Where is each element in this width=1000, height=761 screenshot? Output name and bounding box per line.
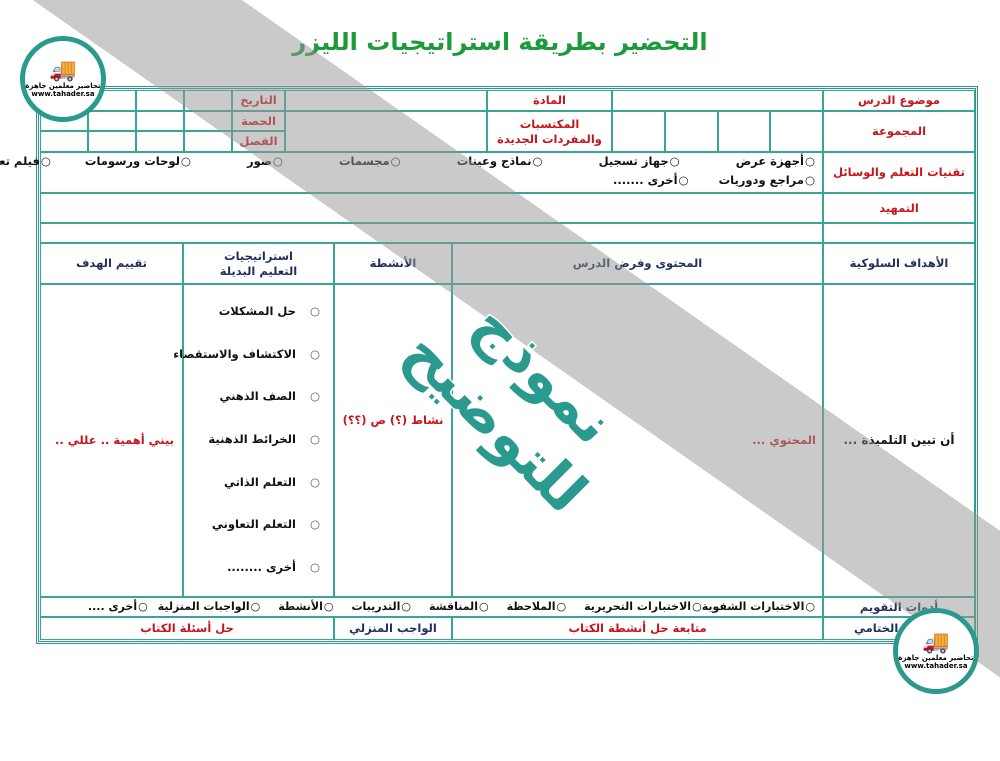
strategy-mind-maps[interactable]: الخرائط الذهنية [208,432,320,446]
option-other[interactable]: أخرى .... [88,600,148,613]
activity-cell[interactable]: نشاط (؟) ص (؟؟) [334,284,452,597]
strategies-cell [183,284,334,597]
truck-icon: 🚚 [49,58,77,83]
assessment-options: الاختبارات الشفوية الاختبارات التحريرية … [88,600,815,613]
lesson-topic-label: موضوع الدرس [823,90,975,111]
logo-url: www.tahader.sa [904,662,968,670]
subject-label: المادة [487,90,612,111]
option-boards[interactable]: لوحات ورسومات [85,154,191,168]
option-film[interactable]: فيلم تعليمي [0,154,51,168]
logo-bottom: 🚚 تحاضير معلمين جاهزة www.tahader.sa [893,608,979,694]
lesson-plan-frame [36,86,978,644]
blank-cell [823,223,975,243]
class-cell[interactable] [40,131,88,152]
option-discussion[interactable]: المناقشة [429,600,489,613]
option-recorder[interactable]: جهاز تسجيل [599,154,680,168]
option-activities[interactable]: الأنشطة [278,600,333,613]
class-cell[interactable] [184,131,232,152]
option-projector[interactable]: أجهزة عرض [736,154,815,168]
tech-options-line2: مراجع ودوريات أخرى ....... [613,173,815,187]
date-grid [40,90,232,152]
assessment-cell [40,597,823,617]
strategy-cooperative[interactable]: التعلم التعاوني [212,517,320,531]
evaluation-header: تقييم الهدف [40,243,183,284]
strategy-self-learning[interactable]: التعلم الذاتي [224,475,320,489]
strategy-other[interactable]: أخرى ........ [227,560,320,574]
homework-cell: الواجب المنزلي [334,617,452,640]
new-vocab-label: المكتسبات والمفردات الجديدة [487,111,612,152]
option-written-tests[interactable]: الاختبارات التحريرية [584,600,702,613]
truck-icon: 🚚 [922,630,950,655]
period-cell[interactable] [88,111,136,131]
book-activities-cell: متابعة حل أنشطة الكتاب [452,617,823,640]
tech-label: تقنيات التعلم والوسائل [823,152,975,193]
page-title: التحضير بطريقة استراتيجيات الليزر [292,28,708,56]
logo-top: 🚚 تحاضير معلمين جاهزة www.tahader.sa [20,36,106,122]
option-homework[interactable]: الواجبات المنزلية [158,600,261,613]
strategy-discovery[interactable]: الاكتشاف والاستقصاء [173,347,320,361]
strategy-problem-solving[interactable]: حل المشكلات [219,304,320,318]
option-oral-tests[interactable]: الاختبارات الشفوية [702,600,815,613]
logo-text: تحاضير معلمين جاهزة [898,654,974,662]
book-questions-cell: حل أسئلة الكتاب [40,617,334,640]
logo-text: تحاضير معلمين جاهزة [25,82,101,90]
objectives-header: الأهداف السلوكية [823,243,975,284]
class-cell[interactable] [136,131,184,152]
group-label: المجموعة [823,111,975,152]
group-cell[interactable] [770,111,823,152]
intro-label: التمهيد [823,193,975,223]
strategies-list: حل المشكلات الاكتشاف والاستقصاء الصف الذ… [173,284,334,597]
group-cell[interactable] [612,111,665,152]
evaluation-cell[interactable]: بيني أهمية .. عللي .. [40,284,183,597]
strategies-header: استراتيجيات التعليم البديلة [183,243,334,284]
option-other[interactable]: أخرى ....... [613,173,689,187]
group-cell[interactable] [718,111,770,152]
logo-url: www.tahader.sa [31,90,95,98]
option-observation[interactable]: الملاحظة [507,600,567,613]
strategy-brainstorm[interactable]: الصف الذهني [219,389,320,403]
class-cell[interactable] [88,131,136,152]
group-cell[interactable] [665,111,718,152]
period-cell[interactable] [136,111,184,131]
option-references[interactable]: مراجع ودوريات [719,173,815,187]
option-exercises[interactable]: التدريبات [352,600,412,613]
lesson-topic-field[interactable] [612,90,823,111]
